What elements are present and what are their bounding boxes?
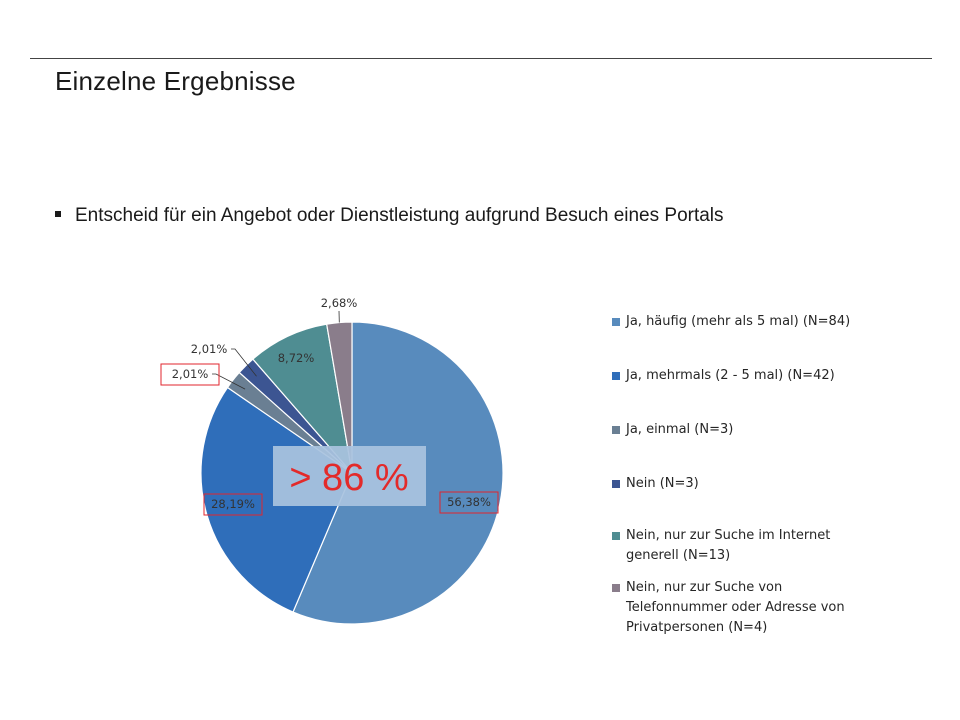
pie-slice-6 [325,321,353,474]
bullet-text: Entscheid für ein Angebot oder Dienstlei… [75,205,724,226]
highlight-box-1 [439,491,499,514]
data-label-1: 56,38% [447,495,491,509]
highlight-box-3 [160,363,220,386]
legend-label-6: Nein, nur zur Suche von Telefonnummer od… [626,580,845,635]
data-label-4: 2,01% [191,342,228,356]
leader-line-4 [231,348,257,377]
leader-lines [212,310,340,390]
pie-slice-5 [252,323,353,476]
legend-label-3: Ja, einmal (N=3) [626,422,734,437]
legend-label-4: Nein (N=3) [626,476,699,491]
square-bullet-icon [55,211,61,217]
bullet-point: Entscheid für ein Angebot oder Dienstlei… [55,205,724,227]
data-label-5: 8,72% [278,351,315,365]
page-title: Einzelne Ergebnisse [55,66,296,96]
highlight-boxes [160,363,499,516]
annotation-text: > 86 % [289,457,408,499]
legend-swatch-1 [612,318,620,326]
annotation-group: > 86 % [273,446,426,506]
highlight-box-2 [203,493,263,516]
legend-swatch-5 [612,532,620,540]
legend-label-5: Nein, nur zur Suche im Internet generell… [626,528,831,563]
legend-swatch-3 [612,426,620,434]
legend-label-2: Ja, mehrmals (2 - 5 mal) (N=42) [626,368,835,383]
legend-label-1: Ja, häufig (mehr als 5 mal) (N=84) [626,314,851,329]
data-labels: 56,38% 28,19% 2,01% 2,01% 8,72% 2,68% [172,296,491,511]
data-label-3: 2,01% [172,367,209,381]
legend-swatch-6 [612,584,620,592]
data-label-6: 2,68% [321,296,358,310]
legend-swatch-2 [612,372,620,380]
legend-swatch-4 [612,480,620,488]
data-label-2: 28,19% [211,497,255,511]
annotation-box [273,446,426,506]
title-rule [30,58,932,59]
leader-line-3 [212,373,246,390]
